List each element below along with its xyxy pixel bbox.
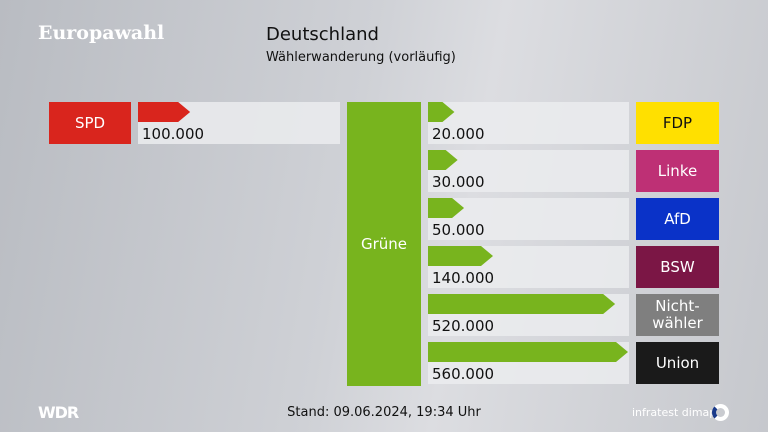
flow-track-spd: 100.000: [138, 102, 340, 144]
flow-arrow-fdp: [428, 102, 455, 122]
arrow-shape-spd: [138, 102, 191, 122]
flow-track-nichtwhler: 520.000: [428, 294, 629, 336]
party-label-fdp: FDP: [636, 102, 719, 144]
party-label-afd: AfD: [636, 198, 719, 240]
flow-arrow-spd: [138, 102, 191, 122]
party-label-linke: Linke: [636, 150, 719, 192]
flow-value-spd: 100.000: [142, 125, 205, 143]
flow-arrow-nichtwhler: [428, 294, 616, 314]
chart-title: Deutschland: [266, 24, 379, 45]
flow-arrow-union: [428, 342, 628, 362]
center-party-gruene: Grüne: [347, 102, 421, 386]
arrow-shape-bsw: [428, 246, 493, 266]
flow-value-nichtwhler: 520.000: [432, 317, 495, 335]
arrow-shape-nichtwhler: [428, 294, 616, 314]
arrow-shape-union: [428, 342, 628, 362]
infratest-logo: infratest dimap: [632, 406, 717, 419]
flow-arrow-bsw: [428, 246, 493, 266]
flow-track-linke: 30.000: [428, 150, 629, 192]
party-label-union: Union: [636, 342, 719, 384]
flow-value-afd: 50.000: [432, 221, 485, 239]
flow-track-afd: 50.000: [428, 198, 629, 240]
party-label-nichtwhler: Nicht- wähler: [636, 294, 719, 336]
arrow-shape-fdp: [428, 102, 455, 122]
arrow-shape-linke: [428, 150, 458, 170]
party-label-bsw: BSW: [636, 246, 719, 288]
flow-track-union: 560.000: [428, 342, 629, 384]
flow-arrow-afd: [428, 198, 465, 218]
brand-title: Europawahl: [38, 22, 165, 44]
wdr-logo: WDR: [38, 403, 79, 422]
flow-value-fdp: 20.000: [432, 125, 485, 143]
timestamp: Stand: 09.06.2024, 19:34 Uhr: [287, 405, 481, 420]
chart-subtitle: Wählerwanderung (vorläufig): [266, 50, 456, 65]
arrow-shape-afd: [428, 198, 465, 218]
flow-track-bsw: 140.000: [428, 246, 629, 288]
flow-value-union: 560.000: [432, 365, 495, 383]
flow-value-linke: 30.000: [432, 173, 485, 191]
flow-value-bsw: 140.000: [432, 269, 495, 287]
party-label-spd: SPD: [49, 102, 131, 144]
flow-arrow-linke: [428, 150, 458, 170]
flow-track-fdp: 20.000: [428, 102, 629, 144]
infratest-logo-icon: [712, 404, 729, 421]
